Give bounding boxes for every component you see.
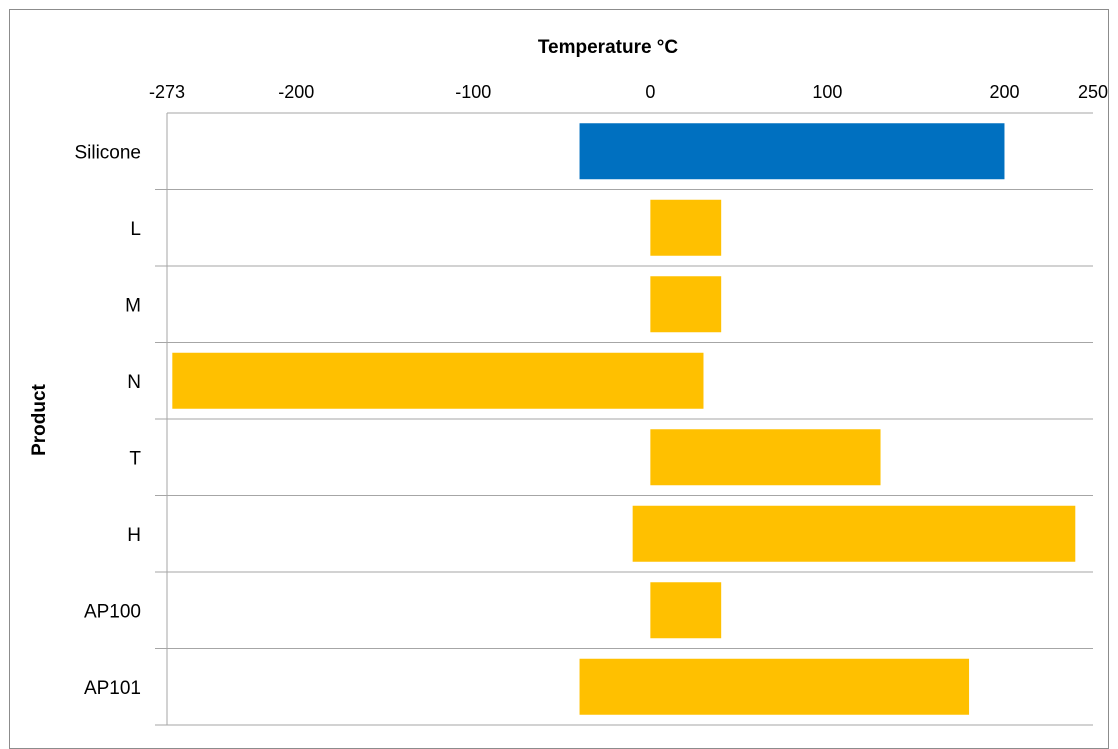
x-tick-label: -100	[455, 82, 491, 102]
bar	[579, 123, 1005, 180]
x-tick-labels: -273 -200 -100 0 100 200 250	[149, 82, 1108, 102]
bar	[650, 429, 881, 486]
category-label: AP100	[84, 601, 141, 622]
category-label: M	[125, 295, 141, 316]
bar	[632, 505, 1076, 562]
y-axis-title: Product	[29, 383, 50, 455]
temperature-range-chart: -273 -200 -100 0 100 200 250 Silicone L M N T H AP10…	[29, 37, 1108, 726]
x-axis-title: Temperature °C	[538, 37, 679, 58]
bar	[172, 352, 704, 409]
x-tick-label: 100	[812, 82, 842, 102]
category-label: L	[130, 219, 141, 240]
x-tick-label: 0	[645, 82, 655, 102]
category-label: H	[127, 525, 141, 546]
x-tick-label: 200	[989, 82, 1019, 102]
category-label: N	[127, 372, 141, 393]
x-tick-label: 250	[1078, 82, 1108, 102]
x-tick-label: -200	[278, 82, 314, 102]
grid-layer	[155, 112, 1093, 726]
category-label: AP101	[84, 678, 141, 699]
bars-layer	[172, 123, 1076, 715]
bar	[650, 199, 722, 256]
y-category-labels: Silicone L M N T H AP100 AP101	[74, 142, 141, 699]
x-tick-label: -273	[149, 82, 185, 102]
category-label: Silicone	[74, 142, 141, 163]
bar	[650, 276, 722, 333]
category-label: T	[129, 448, 141, 469]
bar	[579, 658, 970, 715]
bar	[650, 582, 722, 639]
